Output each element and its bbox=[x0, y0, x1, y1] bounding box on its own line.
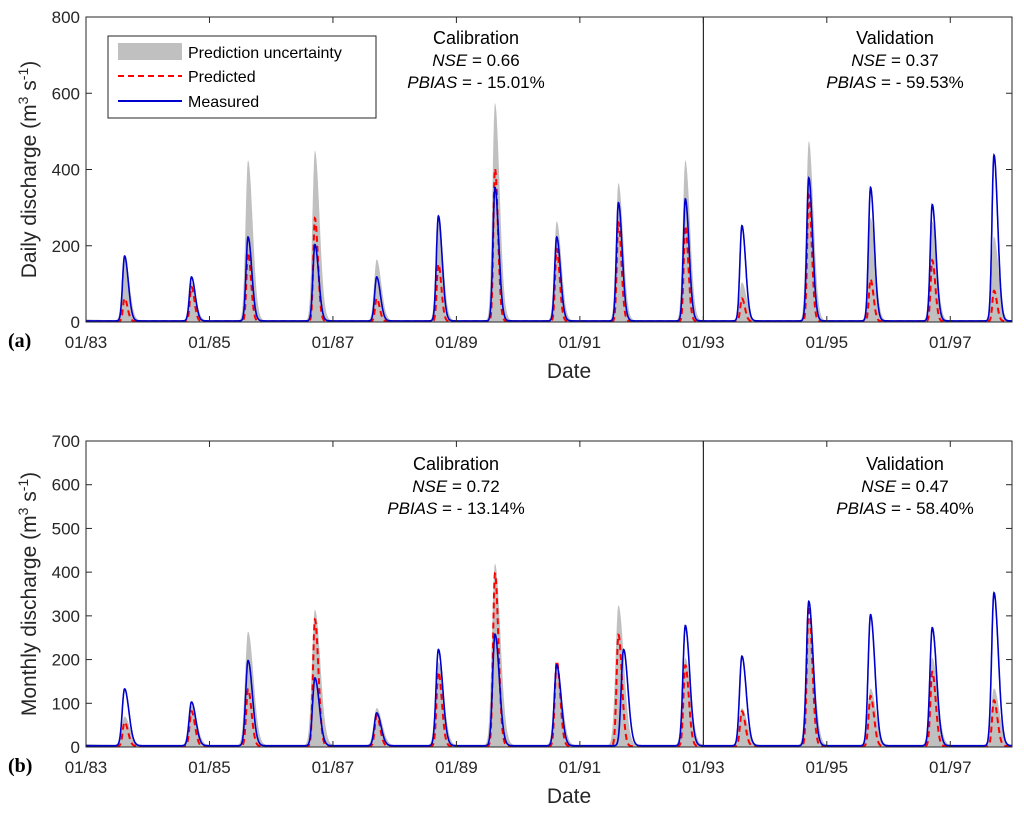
calibration-title: Calibration bbox=[413, 454, 499, 474]
y-tick-label: 700 bbox=[52, 432, 80, 451]
x-axis-title: Date bbox=[547, 360, 591, 383]
stat-value: = 0.66 bbox=[467, 51, 519, 70]
validation-nse: NSE = 0.37 bbox=[851, 51, 938, 70]
validation-pbias: PBIAS = - 58.40% bbox=[836, 499, 974, 518]
chart-panel-b: 0 100 200 300 400 500 600 700 01/83 01/85 01/87 01/… bbox=[8, 432, 1013, 808]
x-tick-label: 01/97 bbox=[929, 758, 972, 777]
stat-value: = 0.47 bbox=[896, 477, 948, 496]
legend-measured-label: Measured bbox=[188, 94, 259, 111]
validation-nse: NSE = 0.47 bbox=[861, 477, 948, 496]
y-axis-title-superscript: 3 bbox=[15, 507, 31, 515]
y-axis-title-part: s bbox=[18, 491, 41, 507]
x-tick-label: 01/89 bbox=[435, 333, 478, 352]
validation-title: Validation bbox=[856, 28, 934, 48]
legend: Prediction uncertainty Predicted Measured bbox=[107, 35, 377, 119]
y-tick-label: 500 bbox=[52, 519, 80, 538]
panel-label: (b) bbox=[8, 755, 32, 777]
y-axis-title-part: ) bbox=[18, 61, 41, 68]
measured-line bbox=[86, 591, 1013, 747]
y-axis-title-part: Daily discharge (m bbox=[18, 104, 41, 278]
y-tick-label: 0 bbox=[71, 313, 80, 332]
x-tick-label: 01/93 bbox=[682, 333, 725, 352]
y-tick-label: 0 bbox=[71, 738, 80, 757]
calibration-nse: NSE = 0.66 bbox=[432, 51, 519, 70]
stat-name: NSE bbox=[432, 51, 468, 70]
legend-uncertainty-label: Prediction uncertainty bbox=[188, 45, 342, 62]
y-tick-label: 100 bbox=[52, 694, 80, 713]
y-axis-title-part: s bbox=[18, 80, 41, 96]
y-tick-label: 600 bbox=[52, 476, 80, 495]
uncertainty-band bbox=[86, 563, 1012, 747]
y-tick-label: 600 bbox=[52, 84, 80, 103]
panel-label: (a) bbox=[8, 330, 31, 352]
axes-box bbox=[85, 440, 1013, 748]
x-tick-label: 01/83 bbox=[65, 758, 108, 777]
y-axis-title-superscript: -1 bbox=[15, 68, 31, 81]
stat-name: NSE bbox=[412, 477, 448, 496]
x-tick-label: 01/89 bbox=[435, 758, 478, 777]
y-axis-title-part: ) bbox=[18, 472, 41, 479]
x-tick-label: 01/87 bbox=[312, 758, 355, 777]
y-tick-label: 800 bbox=[52, 8, 80, 27]
stat-value: = 0.37 bbox=[886, 51, 938, 70]
validation-title: Validation bbox=[866, 454, 944, 474]
stat-name: PBIAS bbox=[387, 499, 438, 518]
x-tick-label: 01/93 bbox=[682, 758, 725, 777]
y-tick-label: 400 bbox=[52, 161, 80, 180]
stat-value: = - 59.53% bbox=[876, 73, 963, 92]
x-tick-label: 01/83 bbox=[65, 333, 108, 352]
stat-name: NSE bbox=[851, 51, 887, 70]
y-axis-title: Monthly discharge (m3 s-1) bbox=[15, 472, 41, 716]
y-axis-title-superscript: 3 bbox=[15, 96, 31, 104]
y-tick-label: 300 bbox=[52, 607, 80, 626]
x-tick-label: 01/91 bbox=[559, 758, 602, 777]
x-tick-label: 01/97 bbox=[929, 333, 972, 352]
y-axis-title-part: Monthly discharge (m bbox=[18, 515, 41, 716]
stat-value: = - 15.01% bbox=[457, 73, 544, 92]
y-tick-label: 200 bbox=[52, 237, 80, 256]
legend-predicted-label: Predicted bbox=[188, 69, 256, 86]
x-tick-label: 01/85 bbox=[188, 758, 231, 777]
y-tick-label: 400 bbox=[52, 563, 80, 582]
x-tick-label: 01/95 bbox=[806, 758, 849, 777]
x-tick-label: 01/87 bbox=[312, 333, 355, 352]
stat-name: PBIAS bbox=[826, 73, 877, 92]
stat-value: = 0.72 bbox=[447, 477, 499, 496]
calibration-nse: NSE = 0.72 bbox=[412, 477, 499, 496]
stat-name: PBIAS bbox=[836, 499, 887, 518]
calibration-title: Calibration bbox=[433, 28, 519, 48]
x-tick-label: 01/95 bbox=[806, 333, 849, 352]
x-axis-title: Date bbox=[547, 785, 591, 808]
x-tick-label: 01/91 bbox=[559, 333, 602, 352]
chart-panel-a: 0 200 400 600 800 01/83 01/85 01/87 01/89 01/91 01… bbox=[8, 8, 1013, 383]
y-axis-title-superscript: -1 bbox=[15, 479, 31, 492]
y-tick-label: 200 bbox=[52, 651, 80, 670]
calibration-pbias: PBIAS = - 13.14% bbox=[387, 499, 525, 518]
legend-uncertainty-swatch bbox=[118, 43, 182, 60]
measured-line bbox=[86, 152, 1012, 322]
stat-value: = - 58.40% bbox=[886, 499, 973, 518]
y-axis-title: Daily discharge (m3 s-1) bbox=[15, 61, 41, 278]
stat-name: PBIAS bbox=[407, 73, 458, 92]
calibration-pbias: PBIAS = - 15.01% bbox=[407, 73, 545, 92]
stat-name: NSE bbox=[861, 477, 897, 496]
x-tick-label: 01/85 bbox=[188, 333, 231, 352]
stat-value: = - 13.14% bbox=[437, 499, 524, 518]
validation-pbias: PBIAS = - 59.53% bbox=[826, 73, 964, 92]
